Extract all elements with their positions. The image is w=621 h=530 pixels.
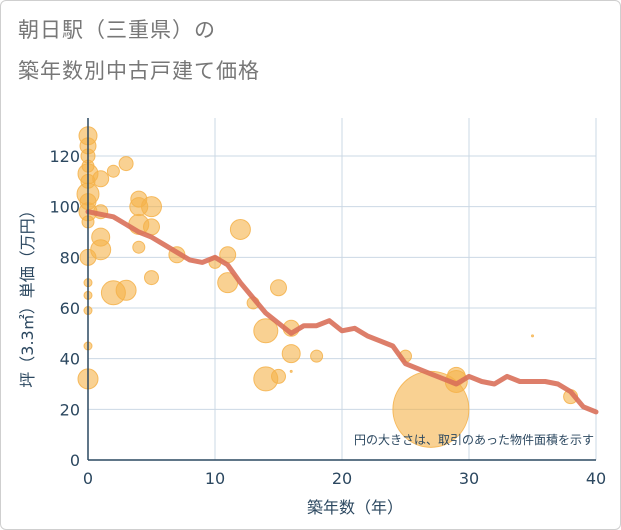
y-tick-label: 80 <box>60 248 80 267</box>
chart-title-line-1: 朝日駅（三重県）の <box>18 18 216 42</box>
x-tick-label: 20 <box>332 469 352 488</box>
y-tick-label: 20 <box>60 400 80 419</box>
data-bubble <box>118 156 134 172</box>
bubble-layer <box>76 126 579 448</box>
y-tick-label: 100 <box>49 198 80 217</box>
data-bubble <box>281 344 301 364</box>
data-bubble <box>531 334 534 338</box>
y-tick-label: 60 <box>60 299 80 318</box>
data-bubble <box>253 318 279 344</box>
x-tick-label: 10 <box>205 469 225 488</box>
data-bubble <box>310 349 324 363</box>
data-bubble <box>271 368 286 384</box>
y-tick-label: 40 <box>60 350 80 369</box>
data-bubble <box>115 279 137 301</box>
axes: 0 10 20 30 40 0 20 40 60 80 100 120 <box>49 118 606 488</box>
y-tick-label: 0 <box>70 451 80 470</box>
chart-title-line-2: 築年数別中古戸建て価格 <box>18 59 260 83</box>
data-bubble <box>92 170 110 188</box>
data-bubble <box>141 196 162 218</box>
grid-lines <box>88 118 597 460</box>
data-bubble <box>132 240 146 254</box>
data-bubble <box>106 164 120 178</box>
data-bubble <box>270 279 287 297</box>
y-axis-label: 坪（3.3㎡）単価（万円） <box>18 202 37 387</box>
data-bubble <box>144 270 159 286</box>
data-bubble <box>289 369 293 373</box>
trend-line <box>85 209 599 415</box>
x-tick-label: 30 <box>459 469 479 488</box>
y-tick-label: 120 <box>49 147 80 166</box>
x-axis-label: 築年数（年） <box>307 498 403 517</box>
trend-layer <box>85 209 599 415</box>
data-bubble <box>229 218 251 240</box>
x-tick-label: 0 <box>83 469 93 488</box>
data-bubble <box>90 239 112 261</box>
x-tick-label: 40 <box>586 469 606 488</box>
bubble-size-note: 円の大きさは、取引のあった物件面積を示す <box>354 432 594 447</box>
